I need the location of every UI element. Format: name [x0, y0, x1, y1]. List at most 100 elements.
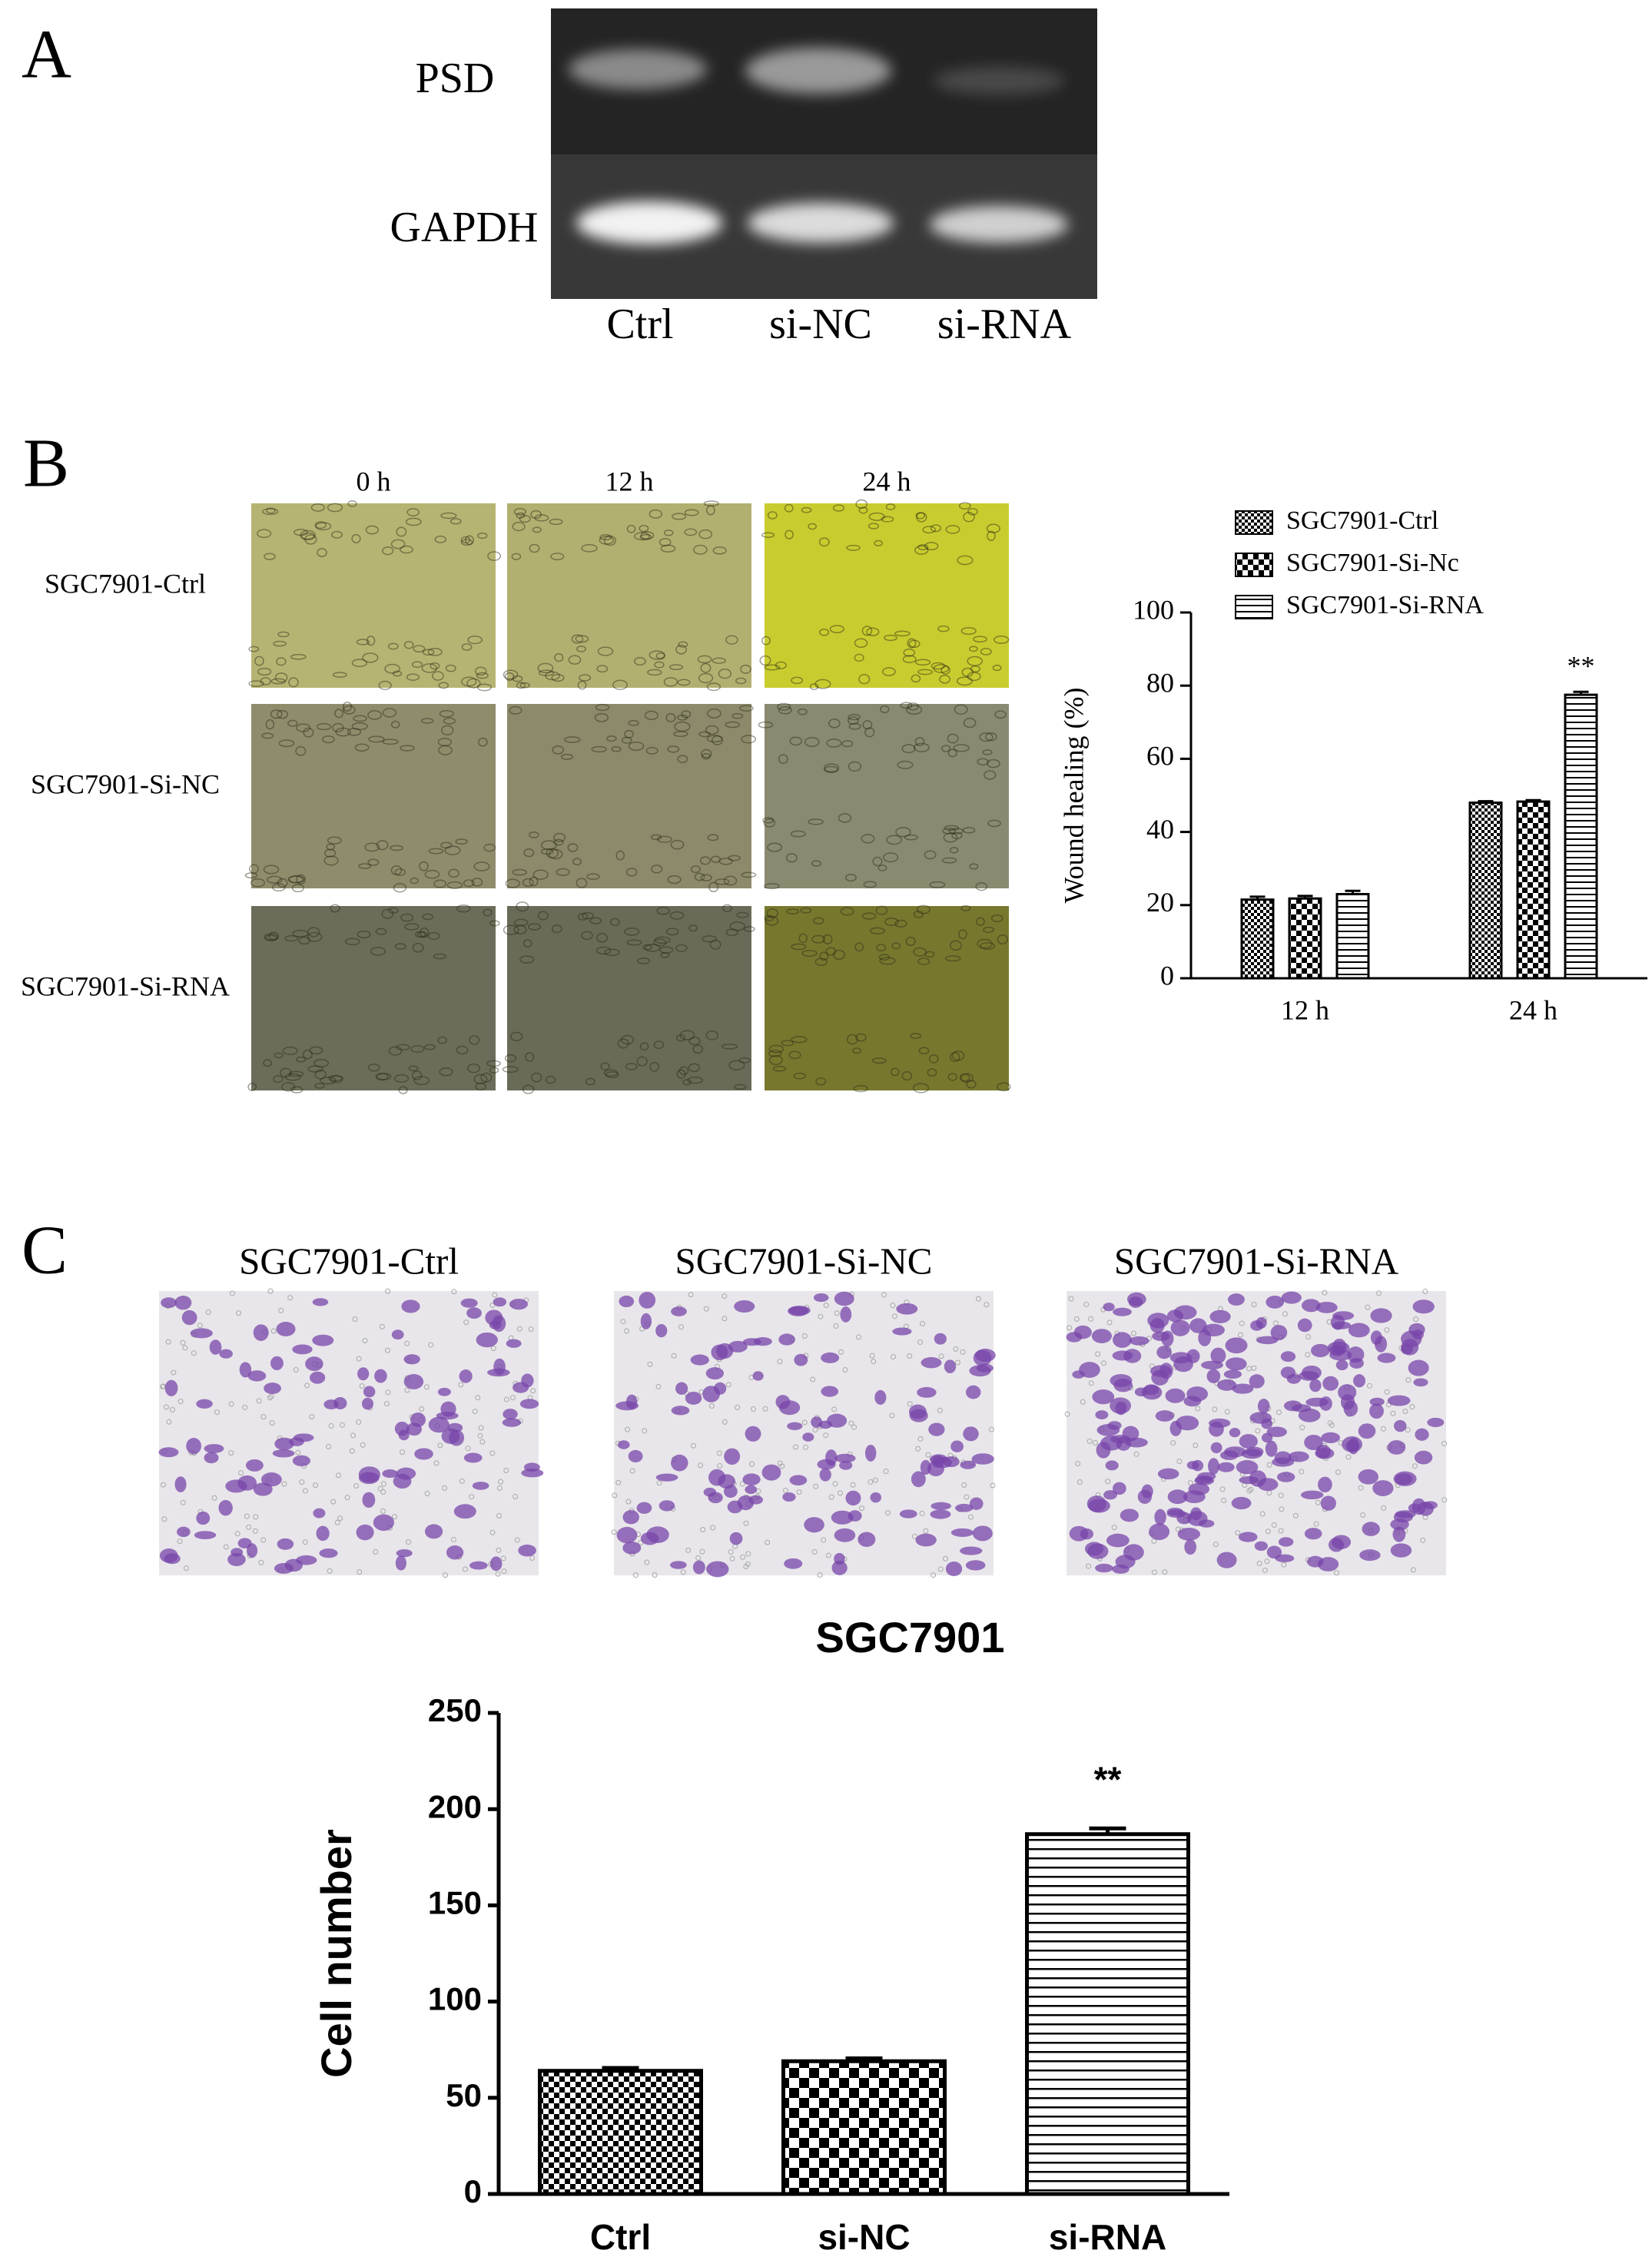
cell — [672, 513, 687, 520]
cell — [303, 727, 314, 738]
pore — [762, 1406, 768, 1412]
pore — [428, 1342, 434, 1348]
cell — [894, 630, 911, 637]
pore — [450, 1536, 456, 1542]
cell — [1143, 1384, 1159, 1396]
cell — [509, 705, 522, 715]
pore — [177, 1399, 184, 1405]
cell — [858, 674, 871, 685]
cell — [1105, 1460, 1119, 1471]
pore — [811, 1548, 818, 1555]
cell — [281, 1082, 296, 1092]
cell — [512, 522, 526, 532]
pore — [1221, 1497, 1227, 1503]
cell — [743, 926, 755, 932]
cell — [434, 535, 446, 543]
pore — [377, 1485, 383, 1492]
cell — [553, 838, 564, 846]
cell — [361, 1397, 373, 1410]
cell — [975, 882, 988, 891]
cell — [957, 555, 974, 566]
pore — [223, 1544, 229, 1550]
pore — [384, 1347, 390, 1353]
pore — [728, 1548, 734, 1555]
cell — [1112, 1482, 1126, 1495]
cell — [1342, 1436, 1362, 1452]
cell — [1122, 1426, 1139, 1442]
cell — [687, 1076, 704, 1084]
cell — [615, 1401, 639, 1411]
cell — [927, 1068, 937, 1077]
cell — [433, 953, 447, 960]
cell — [194, 1531, 217, 1539]
cell — [901, 744, 916, 754]
cell — [477, 532, 488, 539]
cell — [609, 918, 620, 927]
cell — [834, 1291, 854, 1306]
pore — [469, 1494, 475, 1500]
cell — [707, 708, 722, 719]
cell — [949, 1051, 960, 1062]
cell — [278, 739, 295, 748]
pore — [889, 1412, 895, 1419]
y-tick-label: 150 — [428, 1884, 482, 1920]
cell — [1189, 1318, 1207, 1333]
bar — [1240, 898, 1275, 980]
pore — [229, 1290, 235, 1296]
cell — [357, 930, 371, 939]
cell — [1110, 1397, 1132, 1414]
cell — [320, 1076, 337, 1085]
pore — [1088, 1316, 1094, 1322]
cell — [1167, 1489, 1188, 1505]
lane-label: si-RNA — [937, 300, 1072, 348]
cell — [1165, 1388, 1186, 1403]
cell — [248, 646, 260, 652]
cell — [439, 1067, 453, 1077]
pore — [500, 1555, 506, 1562]
cell — [710, 855, 721, 863]
pore — [954, 1359, 960, 1366]
gel-band — [934, 67, 1064, 95]
cell — [1427, 1417, 1445, 1428]
cell — [868, 512, 885, 521]
cell — [219, 1349, 233, 1359]
cell — [513, 918, 529, 927]
cell — [839, 1460, 853, 1470]
pore — [459, 1478, 465, 1484]
cell — [990, 914, 1003, 923]
cell — [676, 1069, 686, 1079]
cell — [650, 834, 662, 841]
cell — [405, 517, 422, 526]
cell — [761, 532, 775, 538]
cell — [1305, 1397, 1329, 1407]
cell — [548, 848, 563, 860]
cell — [775, 1395, 791, 1409]
cell — [317, 548, 327, 558]
pore — [1367, 1382, 1373, 1389]
cell — [527, 923, 542, 931]
time-label: 24 h — [863, 466, 911, 496]
cell — [790, 830, 806, 838]
cell — [1106, 1533, 1130, 1548]
cell — [900, 702, 913, 709]
cell — [670, 839, 685, 850]
cell — [962, 827, 976, 834]
cell — [943, 832, 958, 843]
cell — [509, 1298, 528, 1310]
cell — [274, 1052, 284, 1059]
cell — [390, 720, 400, 729]
pore — [801, 1333, 808, 1339]
cell — [174, 1295, 192, 1310]
cell — [937, 625, 950, 632]
cell — [513, 507, 527, 516]
cell — [949, 847, 959, 854]
cell — [793, 1072, 806, 1080]
cell — [877, 865, 887, 871]
pore — [644, 1559, 650, 1565]
cell — [551, 673, 565, 682]
cell — [963, 1426, 979, 1442]
cell — [950, 1528, 974, 1537]
pore — [479, 1439, 486, 1445]
cell — [1261, 1432, 1273, 1443]
